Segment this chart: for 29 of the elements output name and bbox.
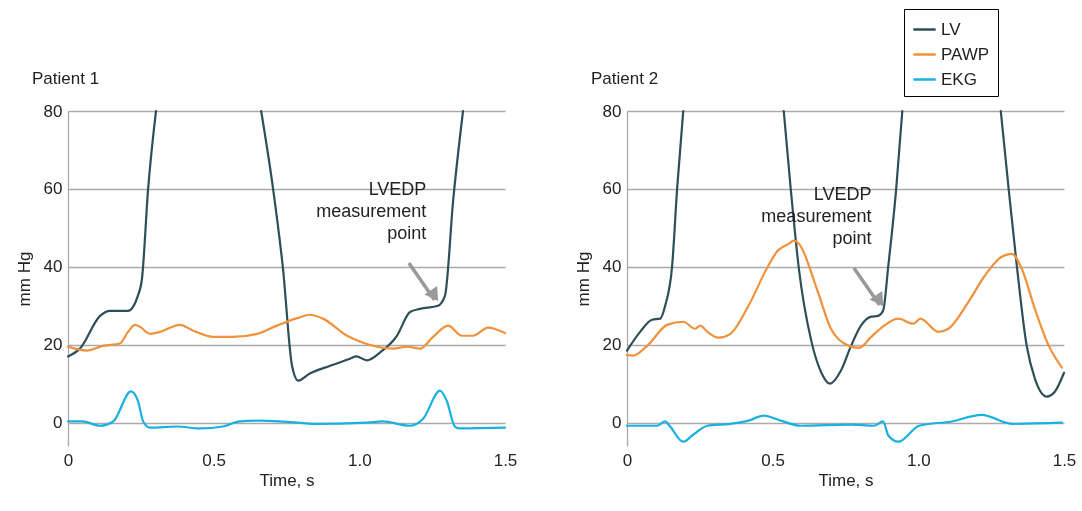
y-tick-label: 40 <box>43 257 63 277</box>
y-axis-title: mm Hg <box>14 251 34 307</box>
y-axis-title: mm Hg <box>573 251 593 307</box>
legend-label: PAWP <box>941 44 990 64</box>
x-tick-label: 1.0 <box>348 450 372 470</box>
x-tick-label: 1.0 <box>907 450 931 470</box>
y-tick-label: 80 <box>43 101 63 121</box>
x-tick-label: 1.5 <box>1052 450 1077 470</box>
y-tick-label: 20 <box>43 335 63 355</box>
x-tick-label: 0.5 <box>202 450 226 470</box>
legend-label: LV <box>941 19 962 39</box>
y-tick-label: 60 <box>43 179 63 199</box>
y-tick-label: 60 <box>602 179 622 199</box>
chart-title: Patient 1 <box>32 69 100 88</box>
x-axis-title: Time, s <box>259 470 315 490</box>
y-tick-label: 20 <box>602 335 622 355</box>
x-axis-title: Time, s <box>818 470 874 490</box>
x-tick-label: 0.5 <box>761 450 785 470</box>
y-tick-label: 0 <box>53 413 63 433</box>
x-tick-label: 1.5 <box>493 450 518 470</box>
y-tick-label: 40 <box>602 257 622 277</box>
y-tick-label: 0 <box>612 413 622 433</box>
line-series <box>66 389 507 430</box>
annotation: LVEDP measurement point <box>316 179 427 244</box>
y-tick-label: 80 <box>602 101 622 121</box>
line-series <box>66 313 507 352</box>
chart-title: Patient 2 <box>591 69 659 88</box>
line-series <box>625 413 1064 443</box>
legend-label: EKG <box>941 69 977 89</box>
